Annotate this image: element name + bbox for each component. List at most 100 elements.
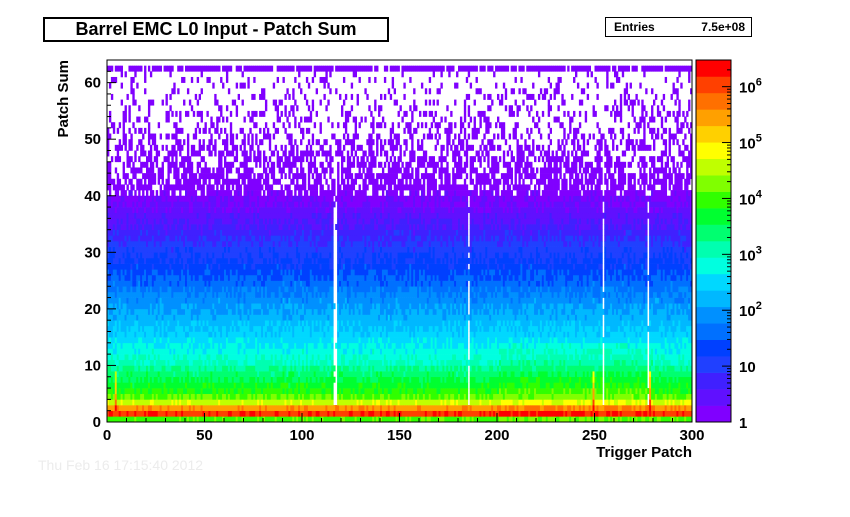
- heatmap-cell: [134, 337, 137, 344]
- heatmap-cell: [151, 241, 155, 247]
- heatmap-cell: [177, 280, 180, 287]
- heatmap-cell: [138, 314, 141, 321]
- heatmap-cell: [171, 342, 174, 349]
- heatmap-cell: [114, 410, 118, 417]
- heatmap-cell: [204, 325, 207, 332]
- heatmap-cell: [239, 161, 242, 168]
- heatmap-cell: [146, 314, 149, 321]
- heatmap-cell: [134, 235, 137, 242]
- heatmap-cell: [200, 65, 203, 72]
- heatmap-cell: [181, 297, 184, 304]
- heatmap-cell: [208, 320, 211, 327]
- heatmap-cell: [159, 201, 162, 208]
- heatmap-cell: [198, 269, 201, 276]
- heatmap-cell: [110, 235, 114, 242]
- heatmap-cell: [151, 133, 155, 140]
- heatmap-cell: [214, 297, 217, 304]
- heatmap-cell: [146, 252, 149, 259]
- heatmap-cell: [161, 229, 164, 236]
- heatmap-cell: [206, 274, 209, 281]
- heatmap-cell: [192, 246, 196, 253]
- heatmap-cell: [124, 257, 127, 264]
- heatmap-cell: [130, 65, 133, 72]
- heatmap-cell: [118, 399, 122, 406]
- heatmap-cell: [194, 178, 198, 185]
- heatmap-cell: [128, 207, 131, 214]
- heatmap-cell: [107, 274, 110, 281]
- heatmap-cell: [188, 229, 192, 236]
- heatmap-cell: [196, 229, 200, 236]
- heatmap-cell: [181, 252, 184, 259]
- heatmap-cell: [225, 105, 229, 112]
- heatmap-cell: [239, 207, 242, 214]
- heatmap-cell: [161, 280, 164, 287]
- heatmap-cell: [146, 184, 149, 191]
- heatmap-cell: [167, 246, 170, 253]
- heatmap-cell: [229, 410, 233, 417]
- heatmap-cell: [130, 82, 133, 89]
- heatmap-cell: [112, 303, 116, 310]
- heatmap-cell: [116, 354, 120, 361]
- heatmap-cell: [190, 354, 194, 361]
- heatmap-cell: [144, 150, 147, 157]
- heatmap-cell: [231, 161, 235, 168]
- heatmap-cell: [110, 252, 114, 259]
- heatmap-cell: [128, 376, 131, 383]
- heatmap-cell: [214, 286, 217, 293]
- heatmap-cell: [185, 274, 188, 281]
- heatmap-cell: [132, 241, 135, 247]
- heatmap-cell: [179, 224, 182, 230]
- heatmap-cell: [192, 212, 196, 219]
- heatmap-cell: [202, 127, 205, 134]
- heatmap-cell: [136, 291, 139, 298]
- heatmap-cell: [185, 229, 188, 236]
- heatmap-cell: [225, 167, 229, 174]
- heatmap-cell: [128, 263, 131, 270]
- heatmap-cell: [206, 325, 209, 332]
- heatmap-cell: [266, 178, 270, 185]
- heatmap-cell: [142, 133, 145, 140]
- heatmap-cell: [138, 342, 141, 349]
- heatmap-cell: [225, 371, 229, 378]
- heatmap-cell: [210, 359, 213, 366]
- heatmap-cell: [144, 173, 147, 180]
- heatmap-cell: [134, 246, 137, 253]
- heatmap-cell: [144, 416, 147, 423]
- heatmap-cell: [224, 218, 227, 225]
- heatmap-cell: [147, 229, 151, 236]
- heatmap-cell: [173, 269, 176, 276]
- heatmap-cell: [249, 156, 252, 163]
- heatmap-cell: [146, 207, 149, 214]
- heatmap-cell: [233, 291, 237, 298]
- heatmap-cell: [210, 201, 213, 208]
- heatmap-cell: [190, 308, 194, 315]
- heatmap-cell: [210, 173, 213, 180]
- heatmap-cell: [112, 224, 116, 230]
- heatmap-cell: [167, 416, 170, 423]
- heatmap-cell: [192, 308, 196, 315]
- heatmap-cell: [165, 325, 168, 332]
- heatmap-cell: [171, 297, 174, 304]
- heatmap-cell: [181, 201, 184, 208]
- heatmap-cell: [208, 348, 211, 355]
- heatmap-cell: [227, 297, 231, 304]
- heatmap-cell: [146, 280, 149, 287]
- heatmap-cell: [155, 308, 159, 315]
- heatmap-cell: [144, 314, 147, 321]
- heatmap-cell: [237, 269, 240, 276]
- heatmap-cell: [155, 252, 159, 259]
- heatmap-cell: [138, 252, 141, 259]
- heatmap-cell: [229, 139, 233, 146]
- heatmap-cell: [208, 405, 211, 411]
- heatmap-cell: [128, 195, 131, 202]
- heatmap-cell: [112, 218, 116, 225]
- heatmap-cell: [181, 342, 184, 349]
- heatmap-cell: [114, 144, 118, 151]
- heatmap-cell: [239, 184, 242, 191]
- heatmap-cell: [120, 342, 123, 349]
- heatmap-cell: [138, 393, 141, 400]
- heatmap-cell: [124, 331, 127, 338]
- heatmap-cell: [171, 291, 174, 298]
- heatmap-cell: [128, 399, 131, 406]
- heatmap-cell: [282, 167, 285, 174]
